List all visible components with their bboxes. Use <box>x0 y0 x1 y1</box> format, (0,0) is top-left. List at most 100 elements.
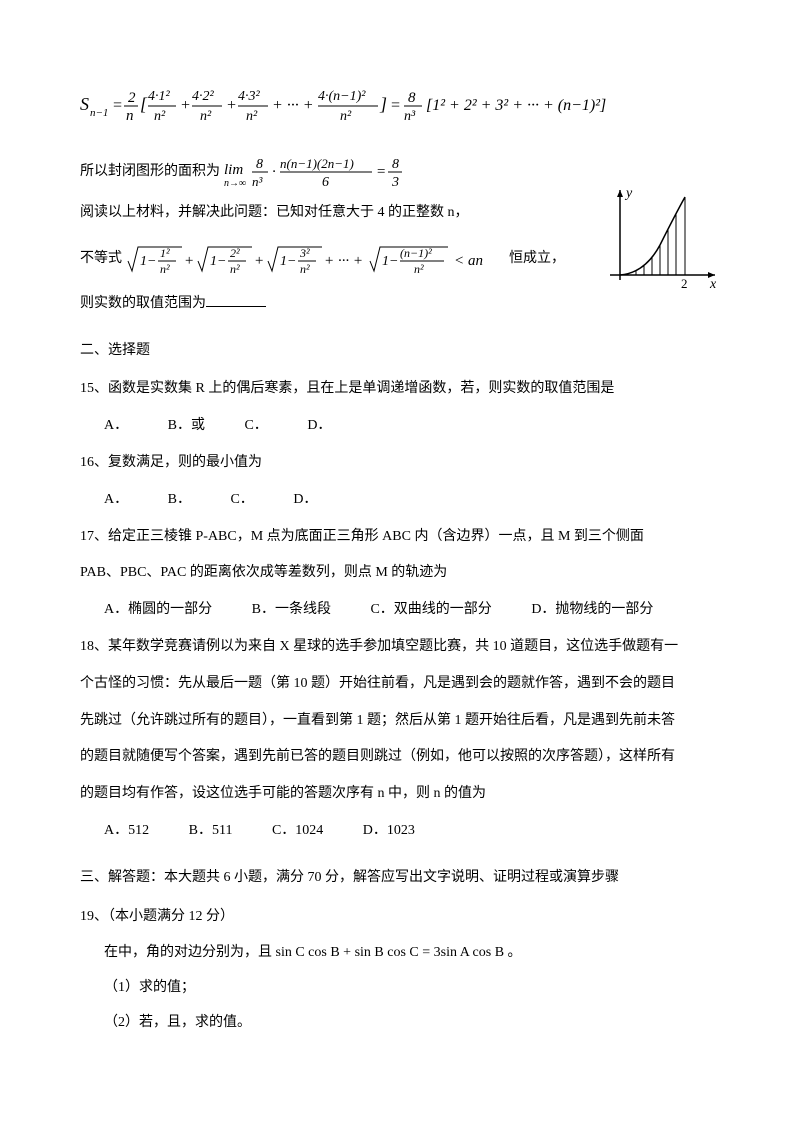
range-prefix: 则实数的取值范围为 <box>80 296 206 311</box>
svg-text:+: + <box>184 253 194 269</box>
svg-text:n²: n² <box>340 109 352 124</box>
parabola-graph-svg: x y 2 <box>590 185 720 295</box>
q16-opt-c: C． <box>230 485 253 516</box>
svg-text:x: x <box>709 277 717 292</box>
q15-opt-b: B．或 <box>168 411 205 442</box>
svg-text:1²: 1² <box>160 246 170 260</box>
q18-opt-a: A．512 <box>104 816 149 847</box>
limit-formula: lim n→∞ 8 n³ · n(n−1)(2n−1) 6 = 8 3 <box>224 164 414 179</box>
svg-text:an: an <box>468 253 483 269</box>
svg-text:8: 8 <box>408 90 416 106</box>
svg-text:8: 8 <box>392 157 399 172</box>
q19-body-suffix: 。 <box>508 945 522 960</box>
question-18-options: A．512 B．511 C．1024 D．1023 <box>80 816 720 847</box>
q17-opt-a: A．椭圆的一部分 <box>104 595 212 626</box>
question-16-options: A． B． C． D． <box>80 485 720 516</box>
q16-opt-b: B． <box>168 485 191 516</box>
svg-text:=: = <box>390 97 401 114</box>
svg-text:n³: n³ <box>404 109 416 124</box>
svg-text:+ ··· +: + ··· + <box>324 253 363 269</box>
inequality-prefix: 不等式 <box>80 251 122 266</box>
svg-text:n²: n² <box>246 109 258 124</box>
svg-text:+: + <box>254 253 264 269</box>
svg-text:·: · <box>272 164 276 180</box>
question-18-line1: 18、某年数学竞赛请例以为来自 X 星球的选手参加填空题比赛，共 10 道题目，… <box>80 632 720 663</box>
svg-text:2: 2 <box>681 276 688 291</box>
question-18-line4: 的题目就随便写个答案，遇到先前已答的题目则跳过（例如，他可以按照的次序答题），这… <box>80 742 720 773</box>
q19-formula: sin C cos B + sin B cos C = 3sin A cos B <box>276 945 505 960</box>
svg-text:2²: 2² <box>230 246 240 260</box>
svg-text:S: S <box>80 94 89 114</box>
svg-text:+: + <box>226 97 237 114</box>
q17-opt-d: D．抛物线的一部分 <box>531 595 653 626</box>
formula-sn-svg: S n−1 = 2 n [ 4·1² n² + 4·2² n² + 4·3² n… <box>80 80 640 128</box>
svg-text:4·1²: 4·1² <box>148 89 171 104</box>
svg-text:1−: 1− <box>210 254 226 269</box>
section-2-header: 二、选择题 <box>80 336 720 367</box>
svg-text:1−: 1− <box>382 254 398 269</box>
svg-text:4·3²: 4·3² <box>238 89 261 104</box>
question-18-line3: 先跳过（允许跳过所有的题目），一直看到第 1 题；然后从第 1 题开始往后看，凡… <box>80 706 720 737</box>
question-17-line1: 17、给定正三棱锥 P-ABC，M 点为底面正三角形 ABC 内（含边界）一点，… <box>80 522 720 553</box>
svg-text:+ ··· +: + ··· + <box>272 97 314 114</box>
q16-opt-d: D． <box>293 485 317 516</box>
svg-text:2: 2 <box>128 90 136 106</box>
question-19-title: 19、（本小题满分 12 分） <box>80 902 720 933</box>
blank-answer <box>206 293 266 307</box>
q18-opt-d: D．1023 <box>363 816 415 847</box>
svg-text:n²: n² <box>154 109 166 124</box>
parabola-graph: x y 2 <box>590 185 720 295</box>
svg-text:3²: 3² <box>299 246 310 260</box>
sqrt-inequality: 1− 1² n² + 1− 2² n² + 1− 3² n² + ··· + 1… <box>126 251 510 266</box>
svg-text:y: y <box>624 186 633 201</box>
svg-text:+: + <box>180 97 191 114</box>
svg-text:6: 6 <box>322 175 329 190</box>
section-3-header: 三、解答题：本大题共 6 小题，满分 70 分，解答应写出文字说明、证明过程或演… <box>80 863 720 894</box>
question-18-line5: 的题目均有作答，设这位选手可能的答题次序有 n 中，则 n 的值为 <box>80 779 720 810</box>
question-17-options: A．椭圆的一部分 B．一条线段 C．双曲线的一部分 D．抛物线的一部分 <box>80 595 720 626</box>
q16-opt-a: A． <box>104 485 128 516</box>
svg-text:[: [ <box>140 94 148 114</box>
formula-sn: S n−1 = 2 n [ 4·1² n² + 4·2² n² + 4·3² n… <box>80 80 720 128</box>
q15-opt-a: A． <box>104 411 128 442</box>
svg-text:n²: n² <box>300 262 310 276</box>
svg-text:3: 3 <box>391 175 399 190</box>
svg-text:=: = <box>112 97 123 114</box>
svg-text:n: n <box>126 108 134 124</box>
svg-text:n(n−1)(2n−1): n(n−1)(2n−1) <box>280 156 354 171</box>
q19-body-prefix: 在中，角的对边分别为，且 <box>104 945 272 960</box>
svg-text:lim: lim <box>224 162 243 178</box>
q18-opt-b: B．511 <box>189 816 233 847</box>
svg-text:=: = <box>376 164 386 180</box>
svg-text:8: 8 <box>256 157 263 172</box>
q15-opt-c: C． <box>244 411 267 442</box>
svg-text:(n−1)²: (n−1)² <box>400 246 432 260</box>
svg-text:]: ] <box>379 94 387 114</box>
question-19-sub1: （1）求的值； <box>80 973 720 1004</box>
svg-text:1−: 1− <box>280 254 296 269</box>
svg-text:n²: n² <box>230 262 240 276</box>
svg-text:n²: n² <box>200 109 212 124</box>
question-15: 15、函数是实数集 R 上的偶后寒素，且在上是单调递增函数，若，则实数的取值范围… <box>80 374 720 405</box>
svg-text:n−1: n−1 <box>90 107 108 119</box>
q17-opt-b: B．一条线段 <box>252 595 331 626</box>
svg-text:n→∞: n→∞ <box>224 178 246 189</box>
q17-opt-c: C．双曲线的一部分 <box>370 595 491 626</box>
svg-text:<: < <box>454 253 464 269</box>
svg-text:4·(n−1)²: 4·(n−1)² <box>318 89 366 104</box>
svg-text:[1² + 2² + 3² + ··· + (n−1)²]: [1² + 2² + 3² + ··· + (n−1)²] <box>426 97 606 114</box>
svg-text:n²: n² <box>414 262 424 276</box>
area-prefix: 所以封闭图形的面积为 <box>80 164 220 179</box>
svg-text:n³: n³ <box>252 174 264 189</box>
question-19-sub2: （2）若，且，求的值。 <box>80 1008 720 1039</box>
question-19-body: 在中，角的对边分别为，且 sin C cos B + sin B cos C =… <box>80 938 720 969</box>
question-18-line2: 个古怪的习惯：先从最后一题（第 10 题）开始往前看，凡是遇到会的题就作答，遇到… <box>80 669 720 700</box>
svg-text:n²: n² <box>160 262 170 276</box>
svg-text:4·2²: 4·2² <box>192 89 215 104</box>
inequality-suffix: 恒成立， <box>509 251 565 266</box>
question-17-line2: PAB、PBC、PAC 的距离依次成等差数列，则点 M 的轨迹为 <box>80 558 720 589</box>
svg-text:1−: 1− <box>140 254 156 269</box>
q18-opt-c: C．1024 <box>272 816 323 847</box>
question-16: 16、复数满足，则的最小值为 <box>80 448 720 479</box>
q15-opt-d: D． <box>307 411 331 442</box>
